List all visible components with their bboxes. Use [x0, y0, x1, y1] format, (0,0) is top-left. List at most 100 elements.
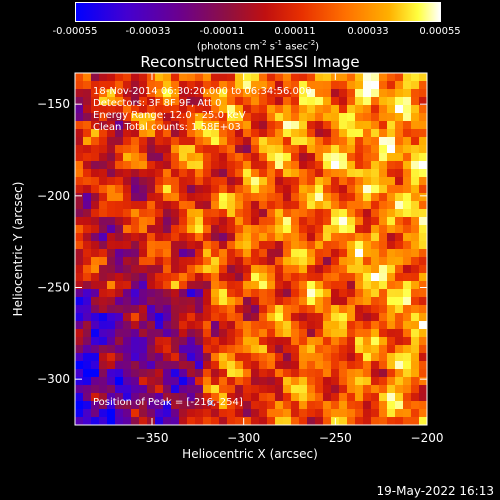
heatmap-cell — [147, 193, 156, 202]
heatmap-cell — [259, 385, 268, 394]
heatmap-cell — [195, 361, 204, 370]
heatmap-cell — [363, 241, 372, 250]
heatmap-cell — [323, 129, 332, 138]
heatmap-cell — [419, 265, 428, 274]
heatmap-cell — [355, 225, 364, 234]
heatmap-cell — [339, 329, 348, 338]
heatmap-cell — [83, 105, 92, 114]
heatmap-cell — [387, 369, 396, 378]
heatmap-cell — [123, 337, 132, 346]
heatmap-cell — [411, 353, 420, 362]
heatmap-cell — [99, 81, 108, 90]
heatmap-cell — [235, 113, 244, 122]
heatmap-cell — [283, 217, 292, 226]
heatmap-cell — [371, 329, 380, 338]
heatmap-cell — [379, 241, 388, 250]
heatmap-cell — [155, 265, 164, 274]
heatmap-cell — [219, 105, 228, 114]
heatmap-cell — [155, 385, 164, 394]
heatmap-cell — [179, 249, 188, 258]
heatmap-cell — [275, 337, 284, 346]
heatmap-cell — [131, 137, 140, 146]
heatmap-cell — [387, 161, 396, 170]
heatmap-cell — [403, 201, 412, 210]
heatmap-cell — [299, 121, 308, 130]
heatmap-cell — [83, 241, 92, 250]
heatmap-cell — [411, 265, 420, 274]
heatmap-cell — [283, 177, 292, 186]
heatmap-cell — [243, 153, 252, 162]
heatmap-cell — [203, 209, 212, 218]
heatmap-cell — [139, 201, 148, 210]
heatmap-cell — [403, 193, 412, 202]
heatmap-cell — [403, 233, 412, 242]
heatmap-cell — [259, 225, 268, 234]
heatmap-cell — [347, 97, 356, 106]
heatmap-cell — [307, 329, 316, 338]
heatmap-cell — [243, 393, 252, 402]
heatmap-cell — [107, 393, 116, 402]
heatmap-cell — [259, 89, 268, 98]
heatmap-cell — [275, 225, 284, 234]
heatmap-cell — [411, 361, 420, 370]
heatmap-cell — [387, 337, 396, 346]
heatmap-cell — [187, 409, 196, 418]
heatmap-cell — [403, 321, 412, 330]
heatmap-cell — [299, 257, 308, 266]
heatmap-cell — [155, 257, 164, 266]
heatmap-cell — [211, 353, 220, 362]
heatmap-cell — [195, 217, 204, 226]
heatmap-cell — [195, 89, 204, 98]
heatmap-cell — [195, 257, 204, 266]
heatmap-cell — [139, 385, 148, 394]
heatmap-cell — [147, 369, 156, 378]
heatmap-cell — [339, 297, 348, 306]
heatmap-cell — [275, 137, 284, 146]
heatmap-cell — [395, 257, 404, 266]
heatmap-cell — [267, 201, 276, 210]
heatmap-cell — [203, 121, 212, 130]
heatmap-cell — [235, 89, 244, 98]
heatmap-cell — [323, 377, 332, 386]
heatmap-cell — [323, 337, 332, 346]
heatmap-cell — [411, 105, 420, 114]
heatmap-cell — [315, 409, 324, 418]
heatmap-cell — [331, 177, 340, 186]
heatmap-cell — [323, 89, 332, 98]
heatmap-cell — [155, 305, 164, 314]
heatmap-cell — [235, 81, 244, 90]
heatmap-cell — [107, 201, 116, 210]
heatmap-cell — [395, 353, 404, 362]
heatmap-cell — [243, 265, 252, 274]
heatmap-cell — [403, 161, 412, 170]
heatmap-cell — [163, 297, 172, 306]
heatmap-cell — [323, 361, 332, 370]
heatmap-cell — [155, 289, 164, 298]
heatmap-cell — [307, 129, 316, 138]
heatmap-cell — [259, 201, 268, 210]
heatmap-cell — [107, 217, 116, 226]
heatmap-cell — [355, 153, 364, 162]
heatmap-cell — [411, 329, 420, 338]
heatmap-cell — [259, 281, 268, 290]
heatmap-cell — [91, 249, 100, 258]
heatmap-cell — [75, 193, 84, 202]
heatmap-cell — [131, 265, 140, 274]
heatmap-cell — [171, 209, 180, 218]
heatmap-cell — [187, 377, 196, 386]
heatmap-cell — [363, 97, 372, 106]
heatmap-cell — [163, 137, 172, 146]
heatmap-cell — [315, 353, 324, 362]
heatmap-cell — [99, 169, 108, 178]
heatmap-cell — [75, 273, 84, 282]
heatmap-cell — [243, 337, 252, 346]
heatmap-cell — [339, 289, 348, 298]
heatmap-cell — [163, 409, 172, 418]
heatmap-cell — [227, 409, 236, 418]
heatmap-cell — [339, 113, 348, 122]
heatmap-cell — [83, 153, 92, 162]
heatmap-cell — [99, 401, 108, 410]
heatmap-cell — [203, 305, 212, 314]
heatmap-cell — [91, 113, 100, 122]
heatmap-cell — [291, 73, 300, 82]
